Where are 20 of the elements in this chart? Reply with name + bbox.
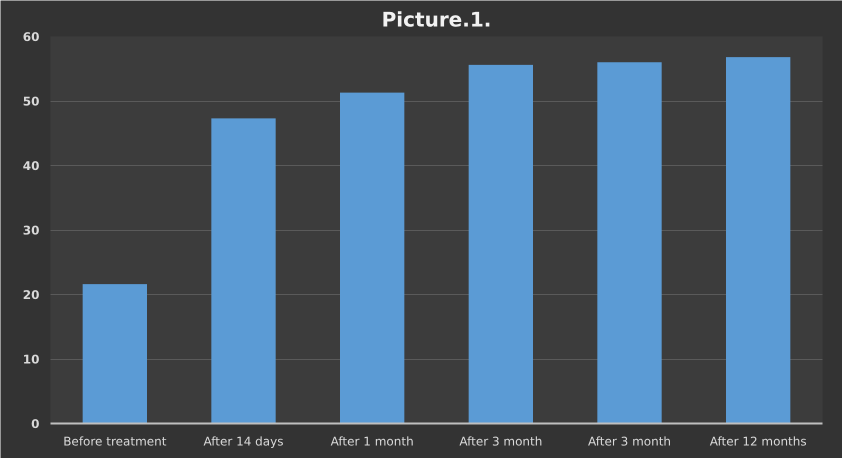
- bar: [340, 92, 404, 424]
- x-tick-label: Before treatment: [63, 434, 167, 448]
- x-tick-label: After 12 months: [710, 434, 807, 448]
- y-tick-label: 20: [22, 288, 40, 302]
- y-tick-label: 50: [22, 94, 40, 108]
- y-tick-label: 30: [22, 224, 40, 238]
- x-tick-label: After 1 month: [330, 434, 414, 448]
- y-tick-label: 10: [22, 352, 40, 366]
- y-tick-label: 0: [31, 417, 40, 431]
- x-tick-label: After 3 month: [588, 434, 672, 448]
- x-tick-label: After 14 days: [203, 434, 284, 448]
- bar: [211, 118, 276, 424]
- x-tick-label: After 3 month: [459, 434, 542, 448]
- bar: [597, 62, 662, 424]
- y-tick-label: 40: [22, 159, 40, 173]
- bar: [726, 57, 790, 424]
- y-tick-label: 60: [22, 30, 40, 44]
- bar: [468, 64, 533, 424]
- chart-title: Picture.1.: [382, 8, 492, 32]
- bar: [82, 284, 147, 424]
